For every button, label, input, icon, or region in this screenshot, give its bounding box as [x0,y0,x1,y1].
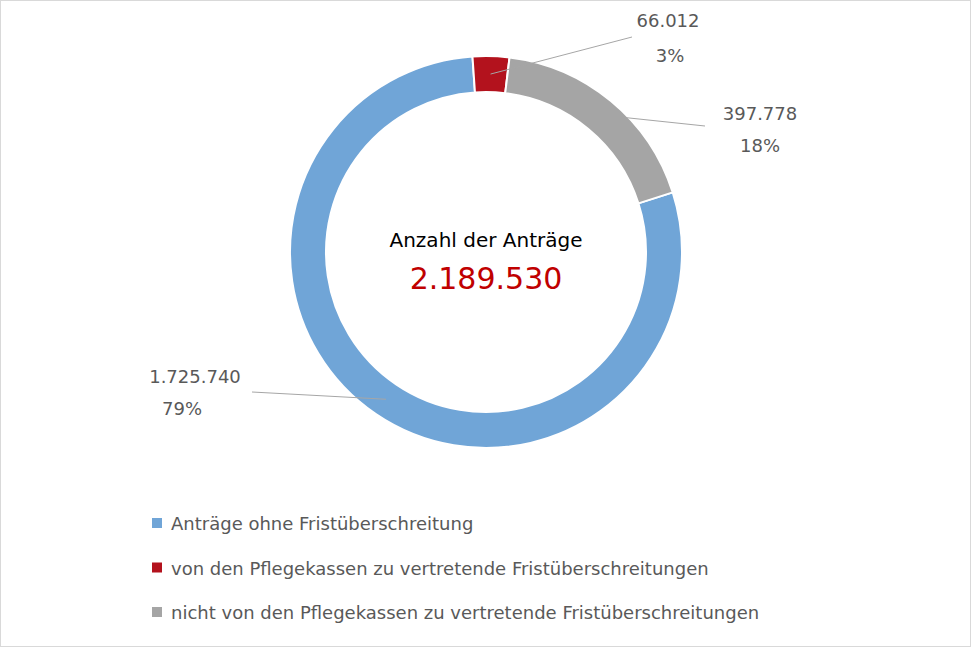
donut [290,56,682,448]
value-label: 397.778 [723,103,797,124]
value-label: 1.725.740 [149,366,241,387]
donut-slice [472,56,509,93]
percentage-label: 18% [740,135,780,156]
leader-line [599,115,705,126]
center-label: Anzahl der Anträge [390,228,583,252]
chart-frame [1,1,971,647]
leader-line [252,392,386,399]
legend-label: von den Pflegekassen zu vertretende Fris… [171,558,709,579]
percentage-label: 79% [162,398,202,419]
donut-slice [505,57,673,203]
leader-line [491,37,632,74]
legend-swatch [152,563,162,573]
legend-label: nicht von den Pflegekassen zu vertretend… [171,602,759,623]
legend-swatch [152,518,162,528]
legend-swatch [152,607,162,617]
percentage-label: 3% [656,45,685,66]
legend-label: Anträge ohne Fristüberschreitung [171,513,473,534]
legend: Anträge ohne Fristüberschreitung von den … [152,513,759,623]
donut-slice [290,56,682,448]
value-label: 66.012 [637,10,700,31]
data-labels: 1.725.740 79% 66.012 3% 397.778 18% [149,10,797,419]
chart-root: 1.725.740 79% 66.012 3% 397.778 18% Anzahl der… [0,0,971,647]
center-total: 2.189.530 [410,261,563,296]
